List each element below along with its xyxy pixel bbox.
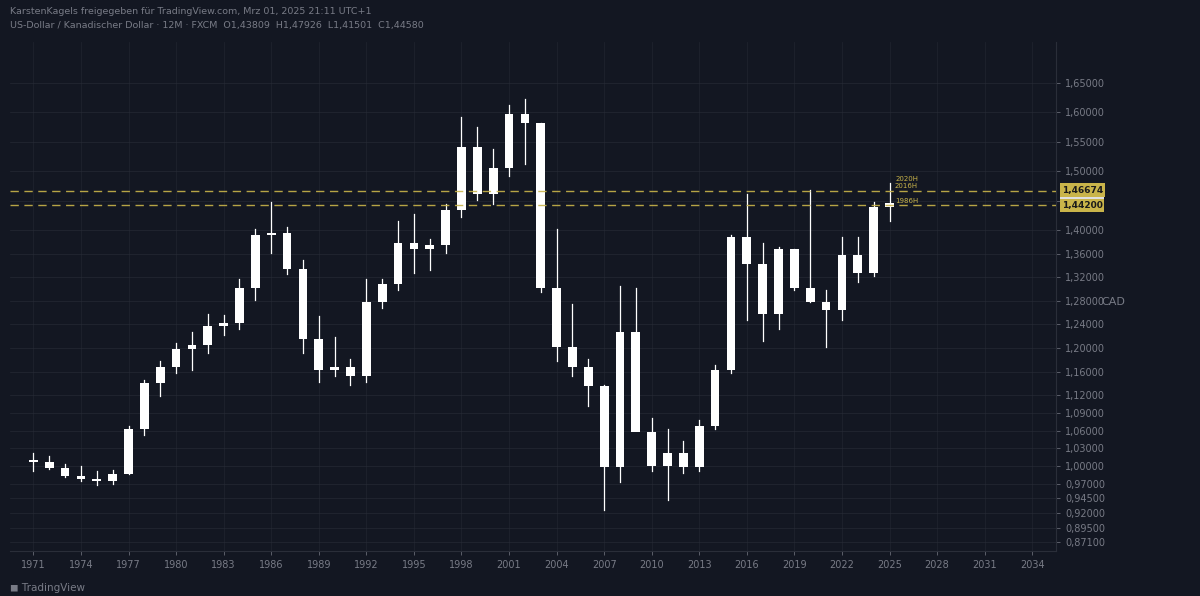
Bar <box>362 302 371 376</box>
Bar <box>838 255 846 310</box>
Bar <box>44 462 54 468</box>
Bar <box>552 288 560 347</box>
Bar <box>457 147 466 210</box>
Bar <box>61 468 70 476</box>
Text: 1,46899: 1,46899 <box>1062 185 1103 194</box>
Bar <box>600 386 608 467</box>
Bar <box>29 460 37 462</box>
Bar <box>314 339 323 371</box>
Text: 1986H: 1986H <box>895 198 918 204</box>
Bar <box>886 203 894 207</box>
Bar <box>853 255 862 272</box>
Bar <box>664 453 672 466</box>
Bar <box>616 331 624 467</box>
Bar <box>346 367 355 376</box>
Bar <box>790 249 799 288</box>
Text: 1,46899: 1,46899 <box>1062 185 1103 194</box>
Bar <box>774 249 782 314</box>
Bar <box>394 243 402 284</box>
Bar <box>187 345 197 349</box>
Bar <box>710 371 720 426</box>
Bar <box>679 453 688 467</box>
Text: KarstenKagels freigegeben für TradingView.com, Mrz 01, 2025 21:11 UTC+1: KarstenKagels freigegeben für TradingVie… <box>10 7 371 16</box>
Bar <box>204 325 212 345</box>
Bar <box>536 123 545 288</box>
Bar <box>521 114 529 123</box>
Bar <box>869 207 878 272</box>
Bar <box>488 169 498 194</box>
Bar <box>77 476 85 479</box>
Bar <box>806 288 815 302</box>
Bar <box>235 288 244 323</box>
Bar <box>442 210 450 245</box>
Bar <box>378 284 386 302</box>
Bar <box>568 347 577 367</box>
Bar <box>584 367 593 386</box>
Bar <box>473 147 481 194</box>
Bar <box>220 323 228 325</box>
Bar <box>695 426 703 467</box>
Text: 1,44200: 1,44200 <box>1062 201 1103 210</box>
Bar <box>156 367 164 383</box>
Bar <box>283 233 292 269</box>
Text: 1,46674: 1,46674 <box>1062 187 1103 195</box>
Bar <box>266 233 276 235</box>
Bar <box>172 349 180 367</box>
Bar <box>330 367 338 371</box>
Bar <box>822 302 830 310</box>
Bar <box>425 245 434 249</box>
Text: ◼ TradingView: ◼ TradingView <box>10 583 84 593</box>
Bar <box>647 432 656 466</box>
Bar <box>108 474 118 481</box>
Bar <box>631 331 641 432</box>
Bar <box>409 243 419 249</box>
Bar <box>727 237 736 371</box>
Y-axis label: CAD: CAD <box>1102 296 1126 306</box>
Bar <box>505 114 514 169</box>
Text: US-Dollar / Kanadischer Dollar · 12M · FXCM  O1,43809  H1,47926  L1,41501  C1,44: US-Dollar / Kanadischer Dollar · 12M · F… <box>10 21 424 30</box>
Bar <box>251 235 259 288</box>
Text: 2020H
2016H: 2020H 2016H <box>895 176 918 189</box>
Text: 1,44580: 1,44580 <box>1062 198 1103 208</box>
Bar <box>124 429 133 474</box>
Bar <box>758 265 767 314</box>
Bar <box>140 383 149 429</box>
Bar <box>743 237 751 265</box>
Text: 1,46674: 1,46674 <box>1062 187 1103 195</box>
Bar <box>92 479 101 481</box>
Bar <box>299 269 307 339</box>
